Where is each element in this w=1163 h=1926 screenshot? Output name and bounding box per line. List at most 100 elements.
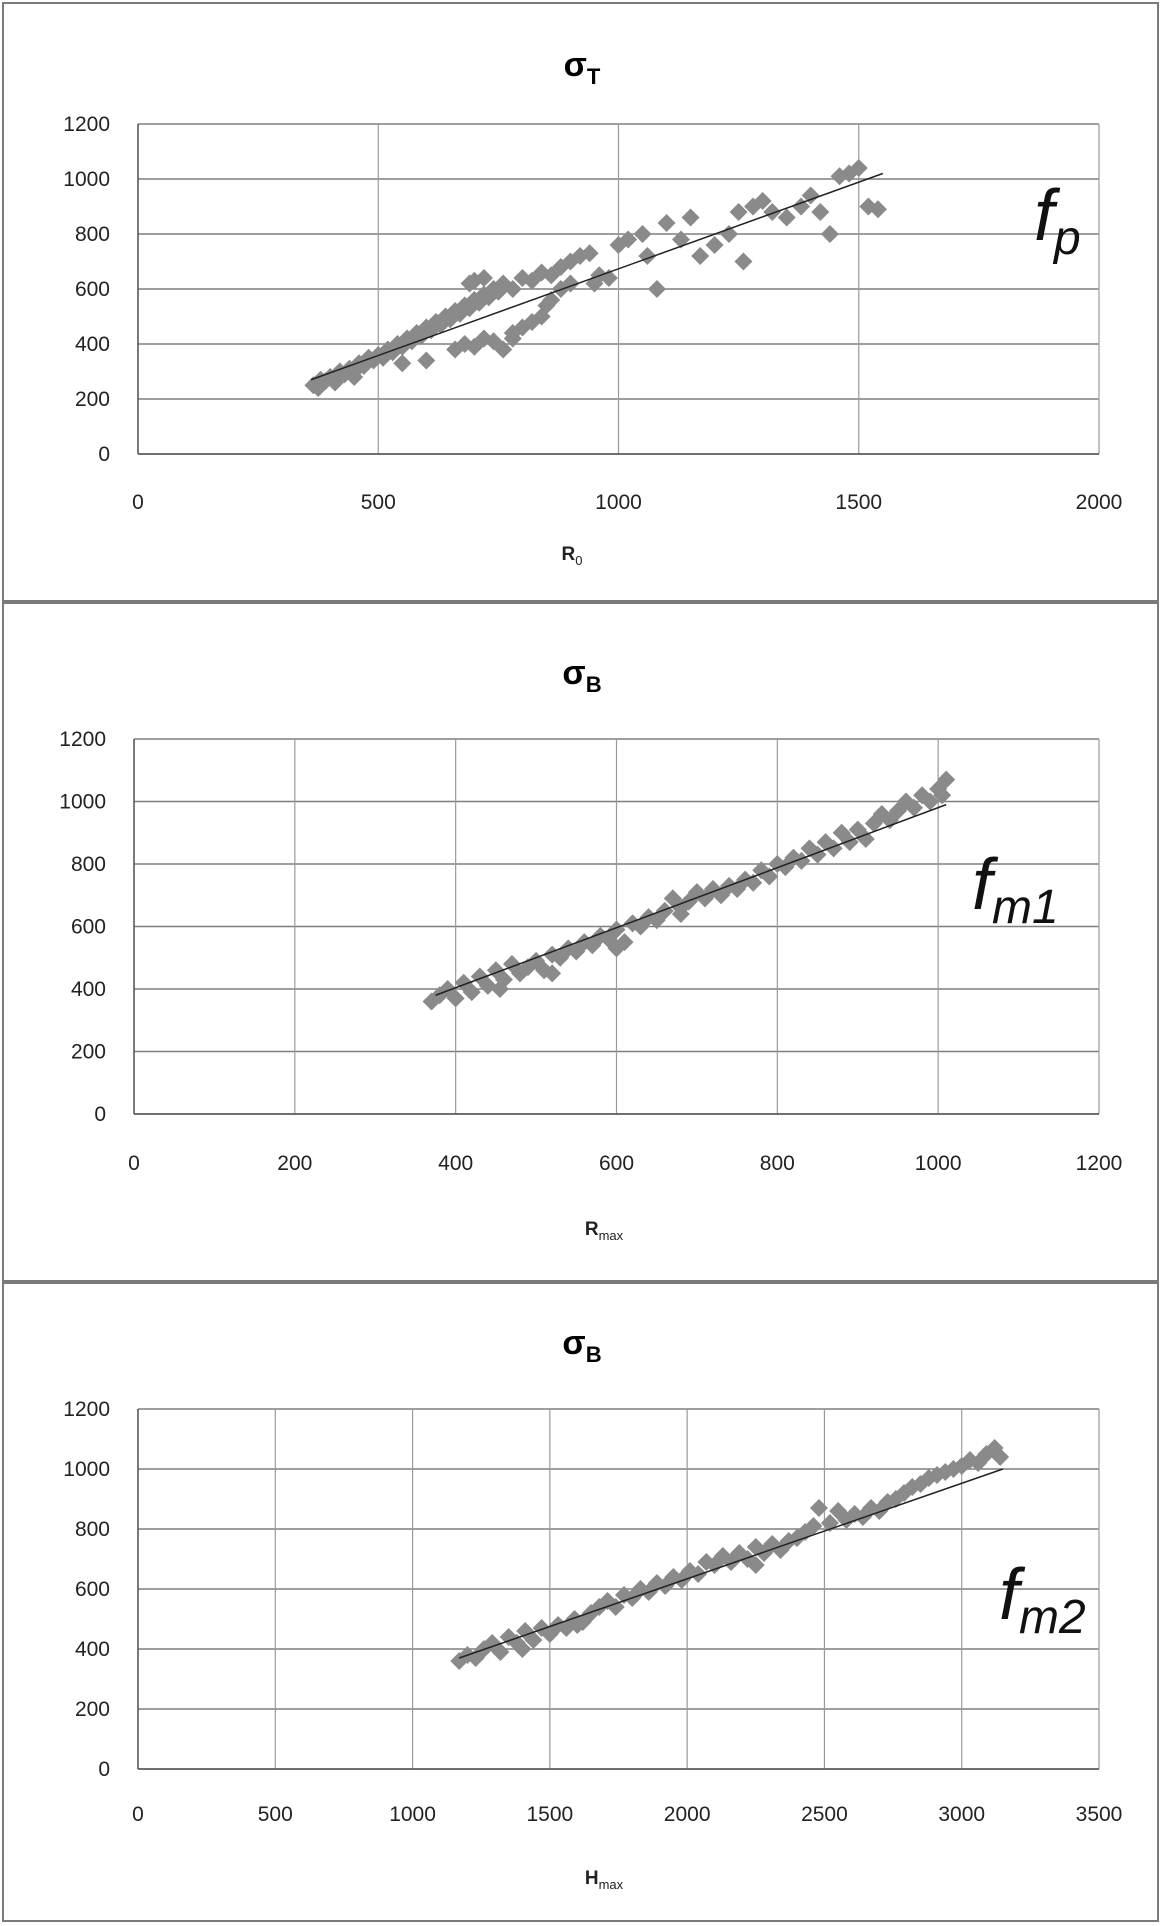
chart-2-xtick-label: 0 bbox=[128, 1152, 140, 1175]
chart-2-point bbox=[933, 786, 952, 805]
chart-3-xtick-label: 1000 bbox=[389, 1803, 436, 1826]
chart-1-point bbox=[503, 280, 522, 298]
chart-2-point bbox=[937, 770, 956, 789]
chart-1-point bbox=[681, 208, 700, 227]
chart-1-xtick-label: 2000 bbox=[1076, 491, 1123, 514]
chart-2-xtick-label: 1000 bbox=[915, 1152, 962, 1175]
chart-1-ytick-label: 1000 bbox=[63, 168, 110, 191]
chart-1-point bbox=[647, 280, 666, 298]
chart-3-point bbox=[513, 1640, 532, 1658]
chart-3-xtick-label: 2000 bbox=[664, 1803, 711, 1826]
chart-2-annotation-subscript: m1 bbox=[992, 881, 1059, 934]
chart-3-point bbox=[689, 1565, 708, 1583]
chart-3-series bbox=[450, 1439, 1010, 1670]
chart-3-xtick-label: 3500 bbox=[1076, 1803, 1123, 1826]
chart-2-ytick-label: 400 bbox=[71, 978, 106, 1001]
chart-3-svg: σB 0 200 400 600 800 1000 1200 0 500 1000 1500 2000 2… bbox=[63, 1324, 1123, 1892]
chart-1-trendline bbox=[310, 172, 884, 381]
chart-3-annotation-subscript: m2 bbox=[1019, 1591, 1086, 1644]
chart-2-annotation: fm1 bbox=[972, 845, 1059, 934]
chart-1-svg: σT 0 200 400 600 800 1000 1200 0 500 1000 1500 2000 R… bbox=[63, 46, 1123, 568]
chart-1-xlabel: R0 bbox=[562, 544, 583, 568]
chart-3-point bbox=[991, 1448, 1010, 1466]
chart-1-point bbox=[811, 203, 830, 221]
chart-1-xtick-label: 500 bbox=[361, 491, 396, 514]
chart-1-point bbox=[720, 225, 739, 243]
chart-1-point bbox=[503, 329, 522, 348]
chart-2-point bbox=[607, 939, 626, 958]
chart-1-point bbox=[345, 368, 364, 386]
chart-3-ytick-label: 1000 bbox=[63, 1458, 110, 1481]
chart-2-trendline bbox=[435, 803, 947, 996]
chart-3-point bbox=[491, 1643, 510, 1661]
chart-1-point bbox=[580, 244, 599, 263]
chart-1-point bbox=[777, 208, 796, 227]
chart-3-xtick-label: 2500 bbox=[801, 1803, 848, 1826]
chart-1-point bbox=[417, 351, 436, 370]
chart-3-trendline bbox=[459, 1468, 1004, 1659]
chart-2-svg: σB 0 200 400 600 800 1000 1200 0 200 400 600 800 1000… bbox=[59, 654, 1123, 1243]
chart-3-xtick-label: 3000 bbox=[938, 1803, 985, 1826]
chart-1-title-subscript: T bbox=[587, 64, 601, 89]
chart-2-xtick-label: 400 bbox=[438, 1152, 473, 1175]
chart-1-point bbox=[619, 230, 638, 249]
chart-2-xlabel: Rmax bbox=[585, 1219, 624, 1243]
chart-3-xtick-label: 0 bbox=[132, 1803, 144, 1826]
chart-1-point bbox=[729, 203, 748, 221]
chart-2-title: σB bbox=[562, 654, 601, 697]
chart-1-point bbox=[849, 159, 868, 177]
chart-2-ytick-label: 1000 bbox=[59, 791, 106, 814]
chart-3-xlabel-subscript: max bbox=[599, 1877, 624, 1892]
chart-1-point bbox=[820, 225, 839, 243]
chart-1-point bbox=[494, 340, 513, 359]
chart-1-point bbox=[705, 236, 724, 254]
chart-2-point bbox=[446, 989, 465, 1008]
chart-2-point bbox=[490, 980, 509, 998]
chart-2-series bbox=[422, 770, 956, 1011]
chart-2-point bbox=[905, 798, 924, 817]
chart-3-point bbox=[568, 1616, 587, 1634]
chart-3-title: σB bbox=[562, 1324, 601, 1367]
chart-2-point bbox=[607, 920, 626, 939]
chart-3-point bbox=[746, 1556, 765, 1574]
chart-1-xtick-label: 0 bbox=[132, 491, 144, 514]
chart-2-xtick-label: 600 bbox=[599, 1152, 634, 1175]
chart-1-ytick-label: 400 bbox=[75, 333, 110, 356]
chart-3-xtick-label: 1500 bbox=[526, 1803, 573, 1826]
chart-1-series bbox=[304, 159, 887, 397]
chart-3-xlabel: Hmax bbox=[585, 1868, 624, 1892]
chart-2-point bbox=[543, 964, 562, 983]
chart-1-point bbox=[537, 296, 556, 315]
chart-2-xtick-label: 1200 bbox=[1076, 1152, 1123, 1175]
chart-3-xtick-label: 500 bbox=[258, 1803, 293, 1826]
chart-panel-3: σB 0 200 400 600 800 1000 1200 0 500 1000 1500 2000 2… bbox=[2, 1282, 1159, 1922]
chart-1-title: σT bbox=[564, 46, 601, 89]
chart-1-point bbox=[753, 192, 772, 210]
chart-1-xtick-label: 1500 bbox=[835, 491, 882, 514]
chart-2-point bbox=[921, 792, 940, 811]
chart-2-ytick-label: 600 bbox=[71, 916, 106, 939]
chart-2-title-subscript: B bbox=[586, 672, 602, 697]
chart-2-point bbox=[462, 983, 481, 1002]
chart-2-ytick-label: 0 bbox=[94, 1103, 106, 1126]
chart-1-point bbox=[691, 247, 710, 265]
chart-1-point bbox=[801, 186, 820, 205]
chart-1-point bbox=[657, 214, 676, 232]
chart-3-ytick-label: 600 bbox=[75, 1578, 110, 1601]
chart-2-point bbox=[671, 905, 690, 923]
chart-1-point bbox=[734, 252, 753, 271]
chart-2-xtick-label: 200 bbox=[277, 1152, 312, 1175]
chart-1-ytick-label: 200 bbox=[75, 388, 110, 411]
chart-1-annotation: fp bbox=[1034, 176, 1081, 265]
chart-1-point bbox=[474, 269, 493, 287]
chart-1-xlabel-subscript: 0 bbox=[575, 553, 582, 568]
chart-1-point bbox=[633, 225, 652, 243]
chart-3-point bbox=[809, 1499, 828, 1517]
chart-3-ytick-label: 200 bbox=[75, 1698, 110, 1721]
chart-2-ytick-label: 200 bbox=[71, 1041, 106, 1064]
chart-1-point bbox=[763, 203, 782, 221]
chart-panel-2: σB 0 200 400 600 800 1000 1200 0 200 400 600 800 1000… bbox=[2, 602, 1159, 1282]
chart-1-point bbox=[393, 354, 412, 373]
chart-3-title-subscript: B bbox=[586, 1342, 602, 1367]
chart-1-ytick-label: 1200 bbox=[63, 113, 110, 136]
